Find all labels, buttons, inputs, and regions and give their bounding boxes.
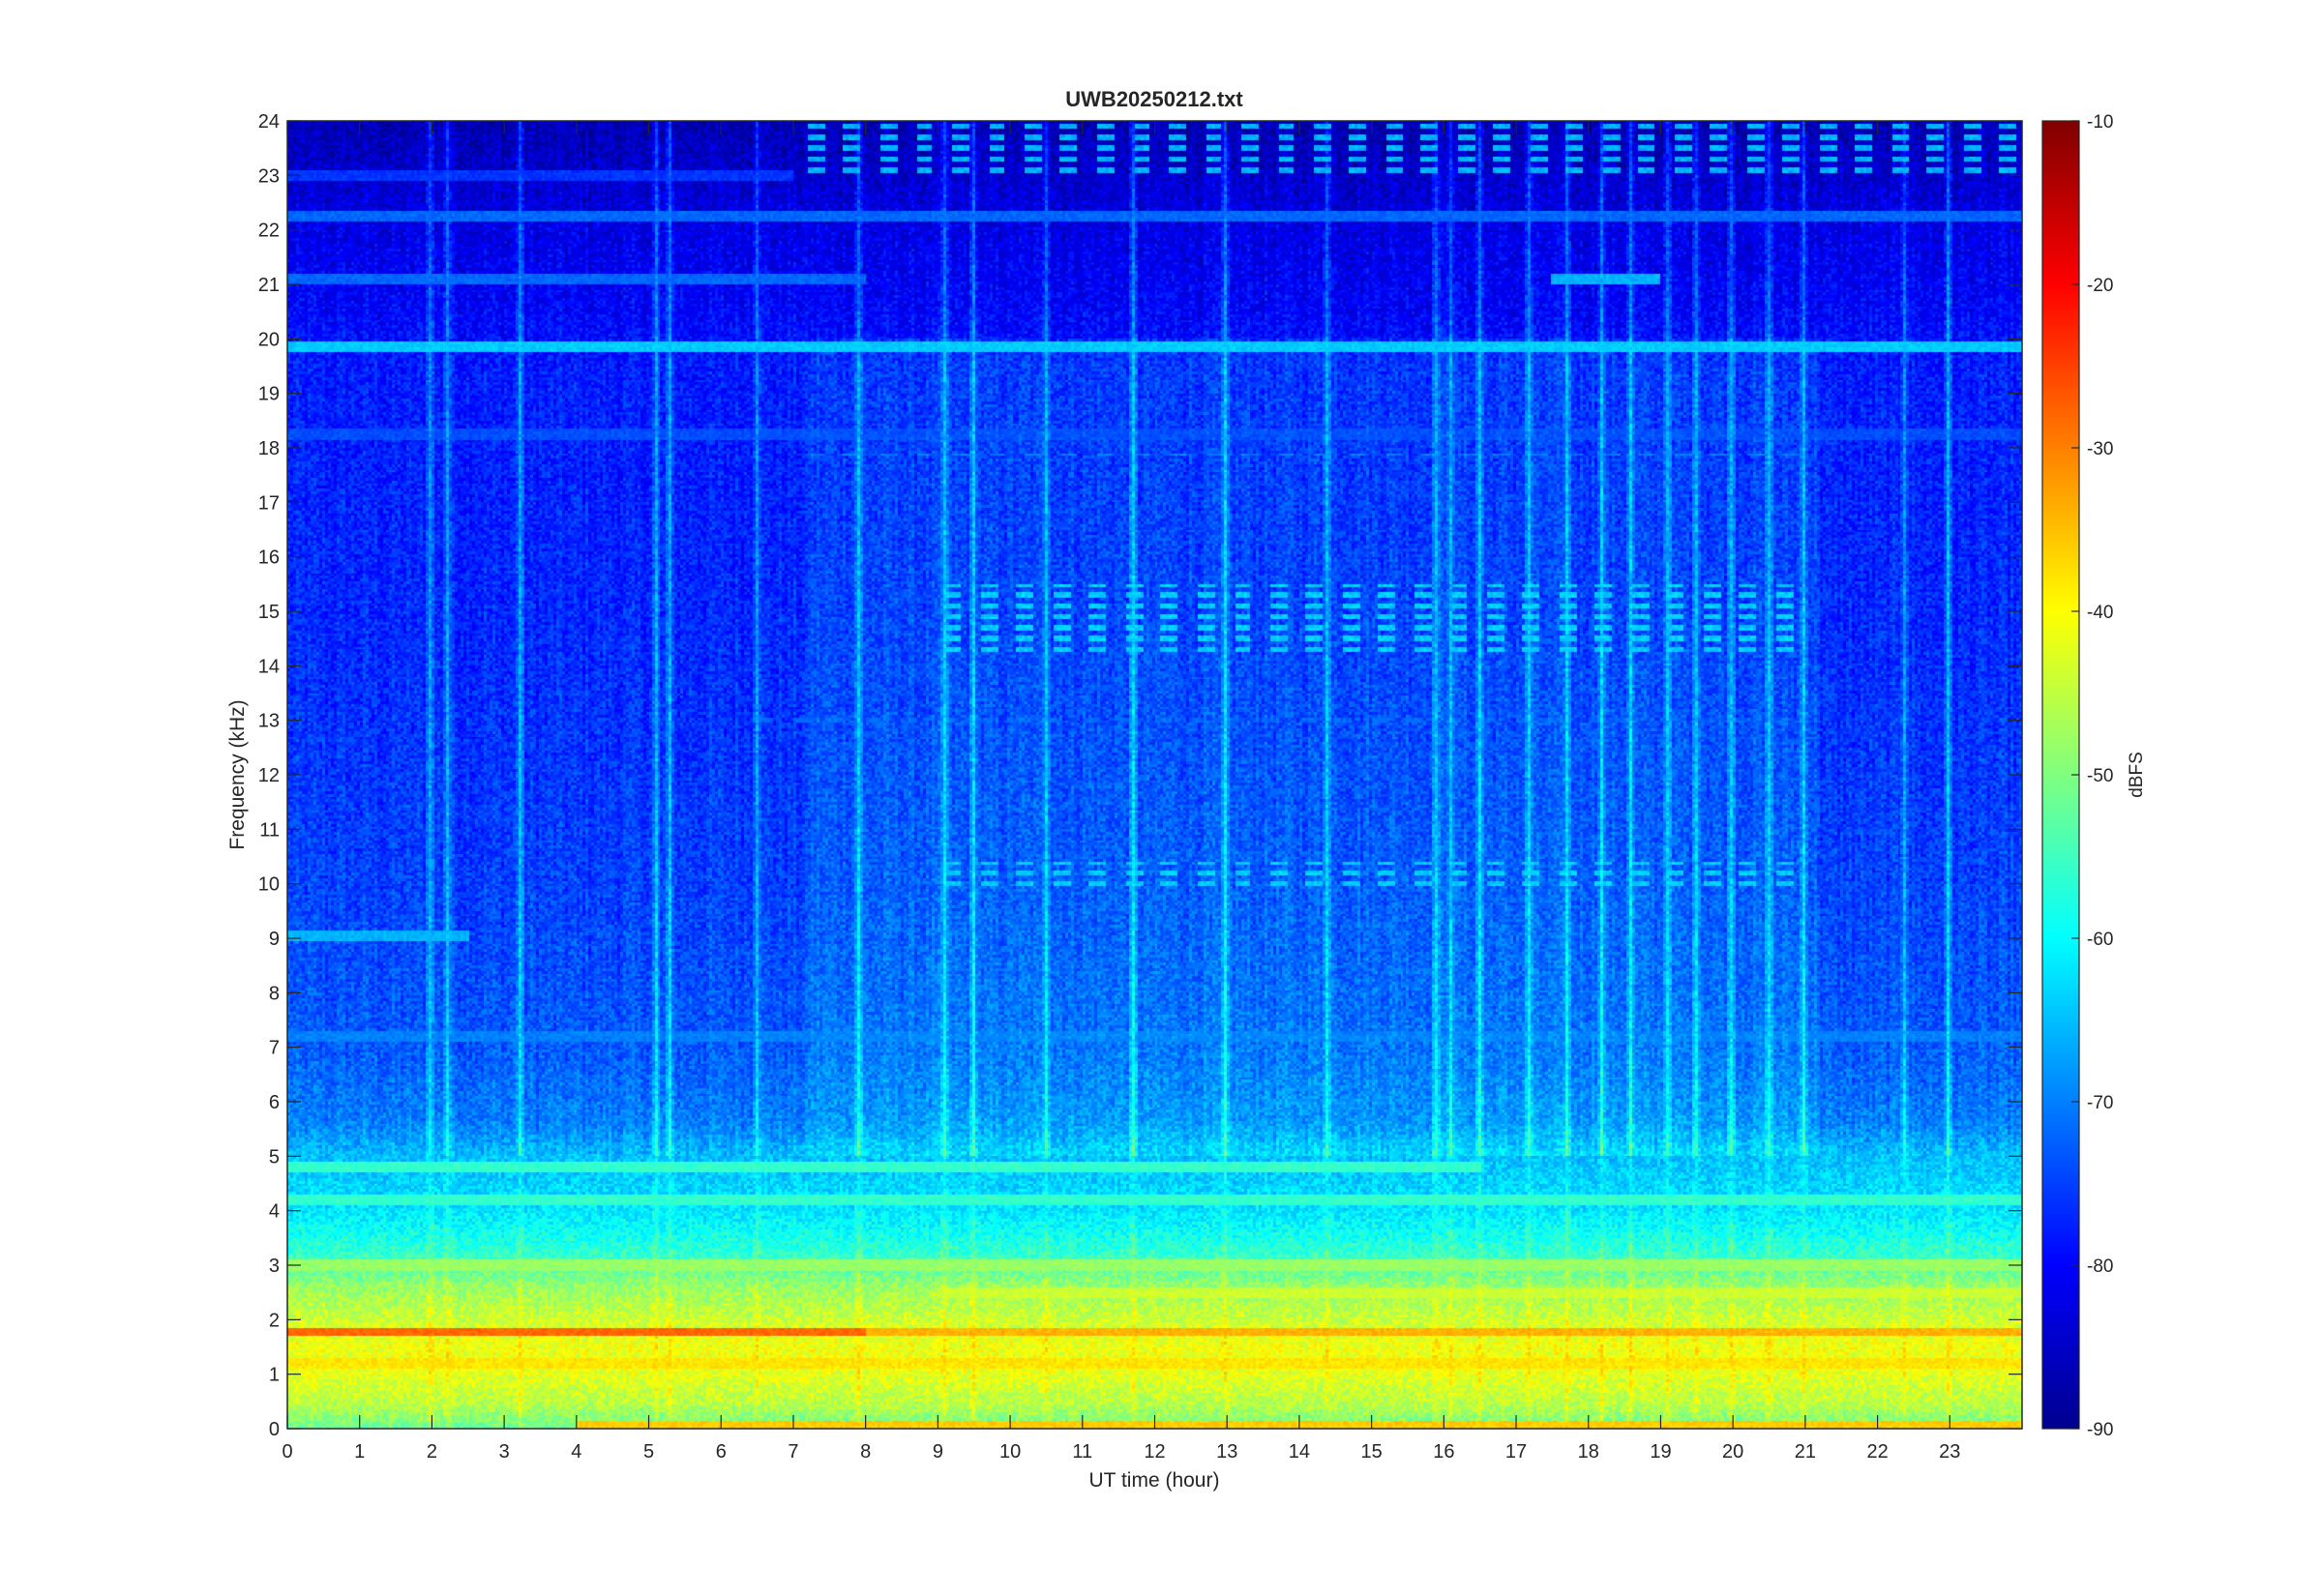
x-tick-label: 6 bbox=[716, 1441, 727, 1463]
x-tick-label: 22 bbox=[1866, 1441, 1888, 1463]
colorbar-label: dBFS bbox=[2127, 752, 2147, 798]
x-tick-label: 21 bbox=[1795, 1441, 1816, 1463]
x-tick-label: 20 bbox=[1722, 1441, 1743, 1463]
x-tick-label: 17 bbox=[1505, 1441, 1527, 1463]
x-tick-label: 14 bbox=[1289, 1441, 1310, 1463]
colorbar-tick-label: -20 bbox=[2087, 276, 2113, 296]
y-tick-label: 6 bbox=[269, 1092, 280, 1113]
x-tick-label: 7 bbox=[788, 1441, 798, 1463]
x-tick-label: 11 bbox=[1072, 1441, 1092, 1463]
colorbar-tick-label: -10 bbox=[2087, 112, 2113, 133]
y-tick-label: 17 bbox=[258, 492, 280, 514]
x-axis-label: UT time (hour) bbox=[1089, 1469, 1220, 1492]
chart-title: UWB20250212.txt bbox=[1065, 87, 1243, 111]
y-tick-label: 22 bbox=[258, 221, 280, 242]
x-tick-label: 9 bbox=[933, 1441, 943, 1463]
y-tick-label: 19 bbox=[258, 384, 280, 405]
y-tick-label: 11 bbox=[259, 819, 280, 841]
x-tick-label: 23 bbox=[1939, 1441, 1960, 1463]
x-tick-label: 10 bbox=[999, 1441, 1021, 1463]
x-tick-label: 15 bbox=[1361, 1441, 1383, 1463]
y-tick-label: 8 bbox=[269, 983, 280, 1004]
y-tick-label: 4 bbox=[269, 1201, 280, 1223]
colorbar-tick-label: -70 bbox=[2087, 1093, 2113, 1113]
x-tick-label: 2 bbox=[427, 1441, 437, 1463]
y-tick-label: 16 bbox=[258, 547, 280, 569]
y-tick-label: 2 bbox=[269, 1310, 280, 1331]
x-tick-label: 19 bbox=[1650, 1441, 1671, 1463]
y-tick-label: 1 bbox=[269, 1365, 280, 1386]
y-tick-label: 24 bbox=[258, 111, 280, 133]
plot-area bbox=[286, 120, 2023, 1430]
x-tick-label: 0 bbox=[282, 1441, 292, 1463]
y-tick-label: 15 bbox=[258, 602, 280, 623]
y-tick-label: 13 bbox=[258, 711, 280, 732]
y-tick-label: 0 bbox=[269, 1419, 280, 1440]
x-tick-label: 3 bbox=[499, 1441, 510, 1463]
y-tick-label: 5 bbox=[269, 1146, 280, 1167]
y-tick-label: 23 bbox=[258, 165, 280, 187]
colorbar-tick-label: -90 bbox=[2087, 1420, 2113, 1440]
y-tick-label: 9 bbox=[269, 929, 280, 950]
y-tick-label: 21 bbox=[258, 275, 280, 296]
x-tick-label: 16 bbox=[1433, 1441, 1454, 1463]
y-tick-label: 12 bbox=[258, 765, 280, 786]
y-tick-label: 18 bbox=[258, 438, 280, 459]
x-tick-label: 18 bbox=[1578, 1441, 1599, 1463]
colorbar-tick-label: -80 bbox=[2087, 1256, 2113, 1277]
colorbar-tick-label: -40 bbox=[2087, 603, 2113, 623]
spectrogram-heatmap bbox=[287, 121, 2022, 1429]
y-axis-label: Frequency (kHz) bbox=[226, 699, 249, 849]
y-tick-label: 10 bbox=[258, 874, 280, 896]
colorbar: -10 -20 -30 -40 -50 -60 -70 -80 -90 dBFS bbox=[2041, 112, 2147, 1440]
colorbar-tick-label: -30 bbox=[2087, 439, 2113, 459]
y-tick-label: 20 bbox=[258, 329, 280, 350]
y-tick-label: 14 bbox=[258, 656, 280, 677]
y-tick-label: 7 bbox=[269, 1038, 280, 1059]
x-tick-label: 4 bbox=[571, 1441, 581, 1463]
x-tick-label: 1 bbox=[354, 1441, 365, 1463]
colorbar-tick-label: -50 bbox=[2087, 766, 2113, 786]
x-axis: 0 1 2 3 4 5 6 7 8 9 10 11 12 13 14 15 16 17 18 19 20 21 22 23 bbox=[282, 121, 1960, 1463]
x-tick-label: 5 bbox=[643, 1441, 654, 1463]
colorbar-tick-label: -60 bbox=[2087, 930, 2113, 950]
x-tick-label: 13 bbox=[1216, 1441, 1237, 1463]
x-tick-label: 12 bbox=[1144, 1441, 1165, 1463]
y-tick-label: 3 bbox=[269, 1256, 280, 1277]
colorbar-ticks: -10 -20 -30 -40 -50 -60 -70 -80 -90 bbox=[2071, 112, 2113, 1440]
x-tick-label: 8 bbox=[860, 1441, 871, 1463]
